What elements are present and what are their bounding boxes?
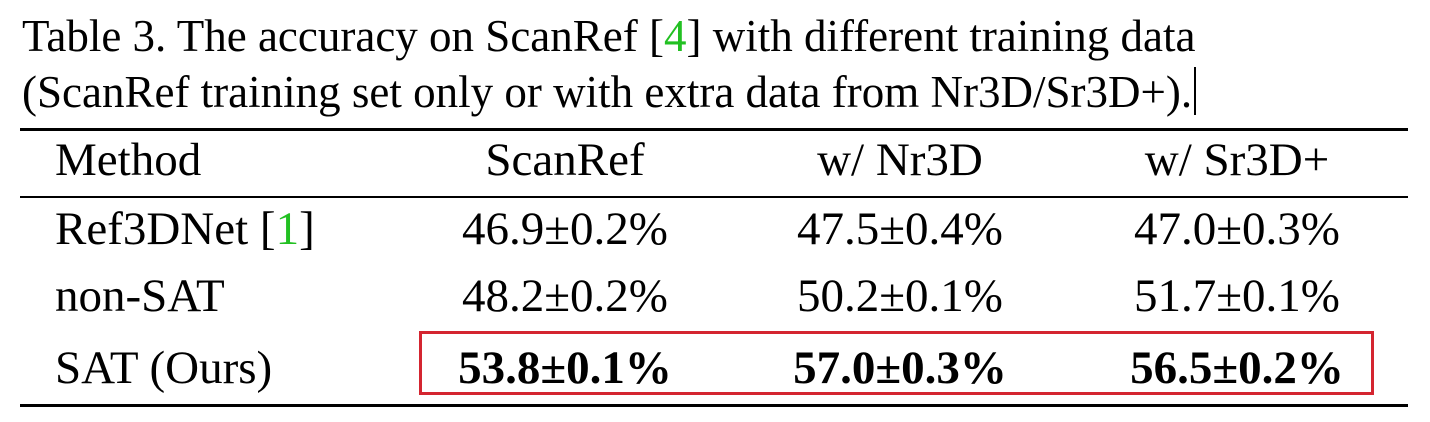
caption-text: Table 3. The accuracy on ScanRef [ — [22, 11, 664, 61]
row-sat-sr3d: 56.5±0.2% — [1130, 342, 1344, 394]
highlight-box — [419, 331, 1374, 395]
row-ref3dnet-sr3d: 47.0±0.3% — [1134, 203, 1340, 255]
header-sr3d: w/ Sr3D+ — [1144, 134, 1330, 186]
table-bottom-rule — [20, 404, 1408, 407]
citation-link[interactable]: 4 — [663, 11, 687, 61]
text-cursor — [1194, 67, 1197, 115]
caption-line-2: (ScanRef training set only or with extra… — [22, 64, 1412, 120]
caption-text: (ScanRef training set only or with extra… — [22, 67, 1193, 117]
header-nr3d: w/ Nr3D — [817, 134, 983, 186]
table-header-rule — [20, 196, 1408, 198]
caption-text: ] with different training data — [686, 11, 1196, 61]
row-nonsat-scanref: 48.2±0.2% — [462, 270, 668, 322]
table-top-rule — [20, 128, 1408, 131]
row-sat-nr3d: 57.0±0.3% — [793, 342, 1007, 394]
caption-line-1: Table 3. The accuracy on ScanRef [4] wit… — [22, 8, 1412, 64]
row-ref3dnet-nr3d: 47.5±0.4% — [797, 203, 1003, 255]
method-text: ] — [299, 203, 315, 255]
table-caption: Table 3. The accuracy on ScanRef [4] wit… — [22, 8, 1412, 120]
row-ref3dnet-scanref: 46.9±0.2% — [462, 203, 668, 255]
header-scanref: ScanRef — [485, 134, 645, 186]
header-method: Method — [55, 134, 202, 186]
row-nonsat-nr3d: 50.2±0.1% — [797, 270, 1003, 322]
row-nonsat-method: non-SAT — [55, 270, 225, 322]
row-sat-scanref: 53.8±0.1% — [458, 342, 672, 394]
citation-link[interactable]: 1 — [275, 203, 300, 255]
row-nonsat-sr3d: 51.7±0.1% — [1134, 270, 1340, 322]
method-text: Ref3DNet [ — [55, 203, 276, 255]
row-sat-method: SAT (Ours) — [55, 342, 273, 394]
row-ref3dnet-method: Ref3DNet [1] — [55, 199, 315, 259]
